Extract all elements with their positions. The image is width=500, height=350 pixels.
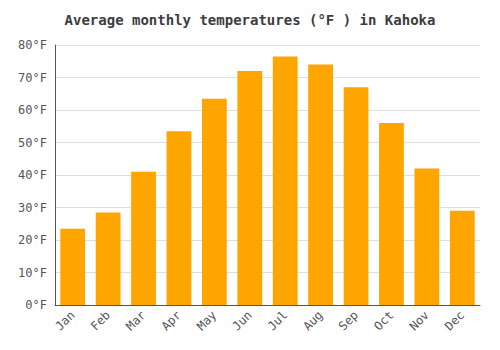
svg-text:60°F: 60°F — [18, 103, 47, 117]
svg-text:30°F: 30°F — [18, 201, 47, 215]
svg-text:Aug: Aug — [300, 308, 325, 333]
svg-text:Dec: Dec — [442, 308, 467, 333]
svg-text:Apr: Apr — [159, 308, 184, 333]
svg-text:Nov: Nov — [407, 308, 432, 333]
svg-text:10°F: 10°F — [18, 266, 47, 280]
svg-text:Feb: Feb — [88, 308, 113, 333]
svg-text:Jun: Jun — [230, 308, 255, 333]
svg-text:Jul: Jul — [265, 308, 290, 333]
svg-text:Average monthly temperatures (: Average monthly temperatures (°F ) in Ka… — [65, 12, 436, 28]
svg-text:0°F: 0°F — [25, 298, 47, 312]
svg-text:May: May — [194, 308, 219, 333]
svg-text:80°F: 80°F — [18, 38, 47, 52]
svg-text:Oct: Oct — [371, 308, 396, 333]
svg-text:40°F: 40°F — [18, 168, 47, 182]
svg-text:Jan: Jan — [52, 308, 77, 333]
svg-text:Sep: Sep — [336, 308, 361, 333]
svg-text:50°F: 50°F — [18, 136, 47, 150]
svg-text:20°F: 20°F — [18, 233, 47, 247]
svg-text:Mar: Mar — [123, 308, 148, 333]
svg-text:70°F: 70°F — [18, 71, 47, 85]
